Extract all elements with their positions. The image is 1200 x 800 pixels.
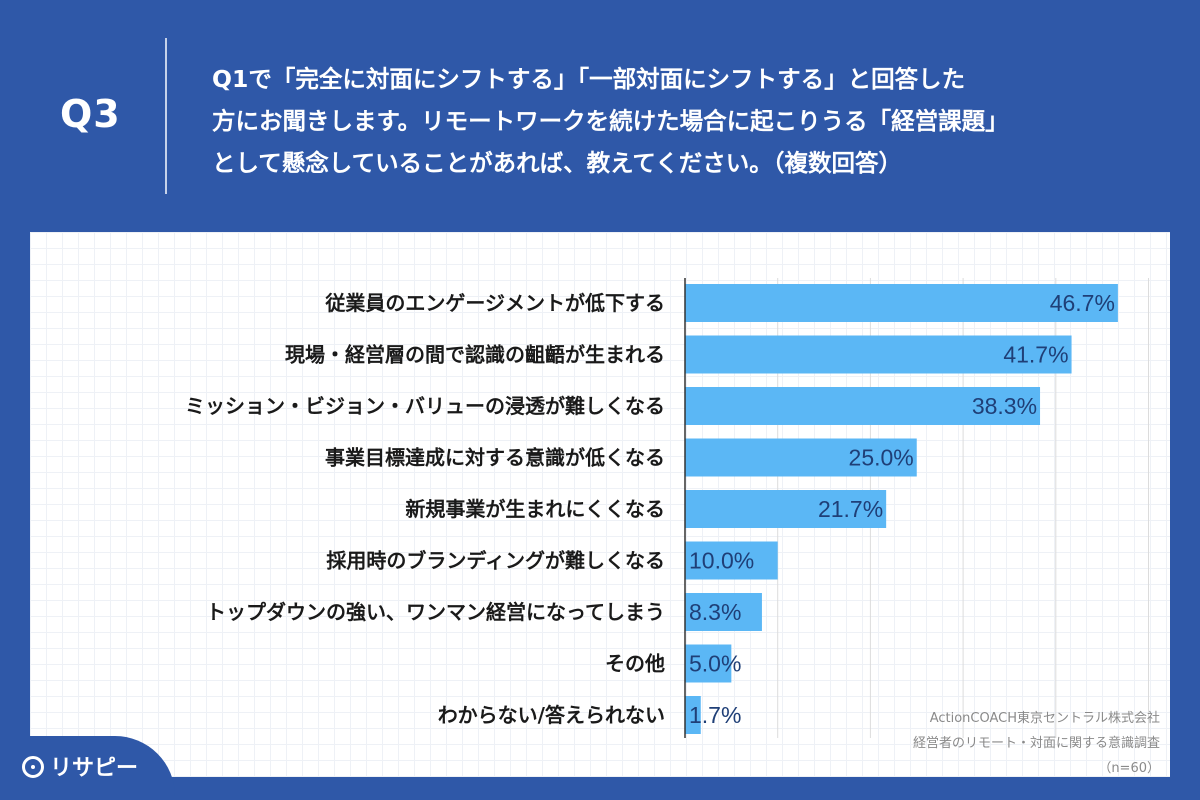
bar [685, 335, 1072, 374]
category-label: わからない/答えられない [438, 703, 665, 727]
source-company: ActionCOACH東京セントラル株式会社 [929, 711, 1160, 726]
chart-panel [30, 232, 1170, 777]
value-label: 21.7% [818, 496, 883, 522]
question-header: Q3 Q1で「完全に対面にシフトする」「一部対面にシフトする」と回答した 方にお… [0, 0, 1200, 232]
category-label: 事業目標達成に対する意識が低くなる [325, 446, 665, 470]
source-note: ActionCOACH東京セントラル株式会社 経営者のリモート・対面に関する意識… [913, 706, 1160, 781]
category-label: 現場・経営層の間で認識の齟齬が生まれる [285, 343, 665, 367]
value-label: 5.0% [689, 651, 741, 677]
value-label: 25.0% [849, 445, 914, 471]
bar [685, 438, 917, 477]
category-label: ミッション・ビジョン・バリューの浸透が難しくなる [185, 394, 665, 418]
category-label: 新規事業が生まれにくくなる [405, 497, 665, 521]
value-label: 46.7% [1050, 290, 1115, 316]
logo: リサピー [0, 736, 175, 800]
value-label: 10.0% [689, 548, 754, 574]
header-divider [165, 38, 167, 194]
value-label: 41.7% [1003, 342, 1068, 368]
bar [685, 541, 778, 580]
category-label: トップダウンの強い、ワンマン経営になってしまう [206, 600, 665, 624]
bar [685, 490, 887, 528]
source-sample: （n=60） [1098, 761, 1160, 776]
category-label: その他 [605, 652, 665, 676]
category-label: 採用時のブランディングが難しくなる [326, 549, 665, 573]
logo-text: リサピー [50, 756, 139, 781]
bar [685, 593, 762, 631]
value-label: 8.3% [689, 599, 741, 625]
question-line: Q1で「完全に対面にシフトする」「一部対面にシフトする」と回答した [212, 65, 966, 93]
bar [685, 284, 1118, 322]
question-line: 方にお聞きします。リモートワークを続けた場合に起こりうる「経営課題」 [212, 107, 1009, 135]
question-number: Q3 [60, 92, 121, 136]
bar [685, 387, 1041, 425]
question-text: Q1で「完全に対面にシフトする」「一部対面にシフトする」と回答した 方にお聞きし… [212, 58, 1172, 184]
category-label: 従業員のエンゲージメントが低下する [324, 291, 665, 315]
value-label: 38.3% [972, 393, 1037, 419]
bar [685, 696, 701, 734]
source-survey: 経営者のリモート・対面に関する意識調査 [912, 736, 1160, 751]
map-pin-icon [22, 756, 44, 778]
bar [685, 644, 732, 683]
value-label: 1.7% [689, 702, 741, 728]
question-line: として懸念していることがあれば、教えてください。（複数回答） [212, 149, 902, 177]
